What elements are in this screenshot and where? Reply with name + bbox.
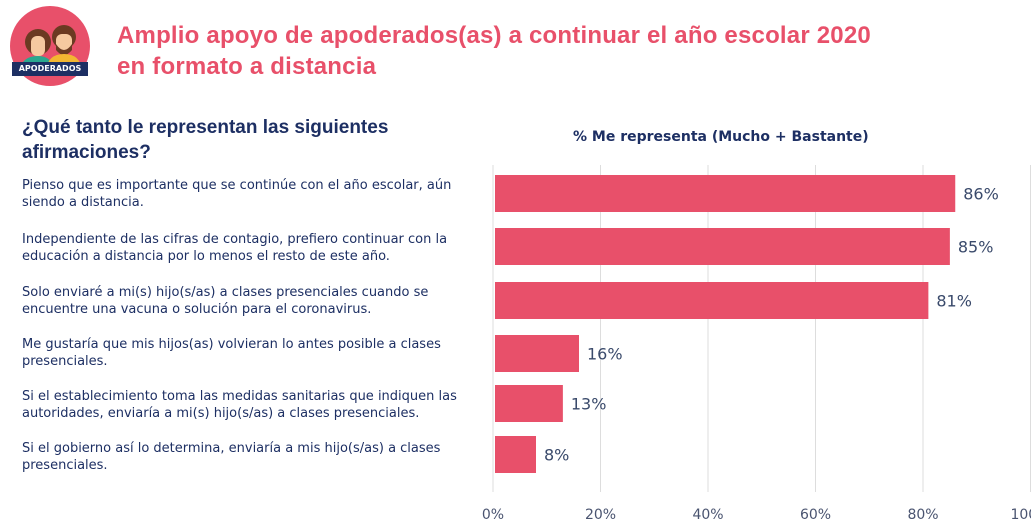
data-label: 8% xyxy=(544,446,569,465)
bar xyxy=(495,335,579,372)
data-label: 86% xyxy=(963,185,999,204)
title-line-1: Amplio apoyo de apoderados(as) a continu… xyxy=(117,22,871,49)
x-tick-label: 0% xyxy=(482,507,504,523)
x-tick-label: 20% xyxy=(585,507,616,523)
statement-label: Pienso que es importante que se continúe… xyxy=(22,178,452,210)
bar xyxy=(495,228,950,265)
bar xyxy=(495,175,956,212)
data-label: 16% xyxy=(587,345,623,364)
chart-title: % Me representa (Mucho + Bastante) xyxy=(573,129,869,145)
x-tick-label: 60% xyxy=(800,507,831,523)
statement-label: Independiente de las cifras de contagio,… xyxy=(22,232,448,264)
statement-label: Si el gobierno así lo determina, enviarí… xyxy=(22,441,441,473)
x-tick-label: 80% xyxy=(907,507,938,523)
x-tick-label: 40% xyxy=(692,507,723,523)
bar xyxy=(495,282,929,319)
title-line-2: en formato a distancia xyxy=(117,53,377,80)
badge-label: APODERADOS xyxy=(18,64,82,73)
statement-label: Me gustaría que mis hijos(as) volvieran … xyxy=(22,337,441,369)
data-label: 13% xyxy=(571,395,607,414)
statement-label: Si el establecimiento toma las medidas s… xyxy=(22,389,457,421)
bar xyxy=(495,436,536,473)
data-label: 85% xyxy=(958,238,994,257)
page-title: Amplio apoyo de apoderados(as) a continu… xyxy=(117,20,871,82)
statement-label: Solo enviaré a mi(s) hijo(s/as) a clases… xyxy=(22,285,429,317)
x-tick-label: 100% xyxy=(1010,507,1031,523)
data-label: 81% xyxy=(936,292,972,311)
bar xyxy=(495,385,563,422)
question-heading: ¿Qué tanto le representan las siguientes… xyxy=(22,117,389,163)
apoderados-logo: APODERADOS xyxy=(8,6,92,90)
